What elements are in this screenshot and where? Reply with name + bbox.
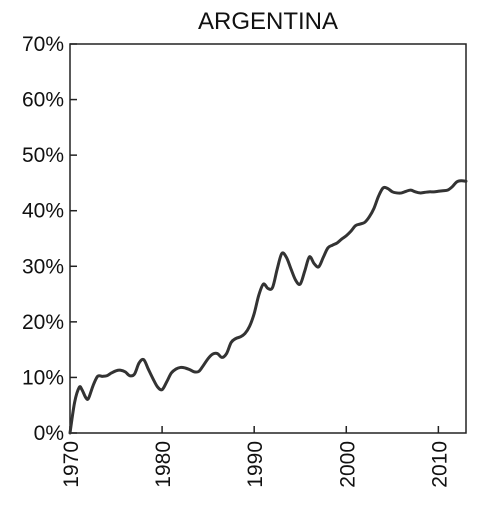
y-tick-label: 0% [34, 422, 64, 445]
x-tick-label: 2000 [336, 441, 359, 488]
y-tick-label: 40% [22, 200, 64, 223]
y-tick-label: 30% [22, 255, 64, 278]
series-line-0 [68, 179, 468, 435]
y-tick-label: 10% [22, 366, 64, 389]
x-tick-label: 1970 [60, 441, 83, 488]
y-tick-label: 70% [22, 33, 64, 56]
series-layer [68, 179, 468, 435]
y-tick-label: 50% [22, 144, 64, 167]
y-tick-label: 20% [22, 311, 64, 334]
x-tick-label: 1990 [244, 441, 267, 488]
axes [69, 43, 467, 434]
chart-title: ARGENTINA [198, 8, 338, 35]
x-tick-label: 1980 [152, 441, 175, 488]
y-tick-label: 60% [22, 89, 64, 112]
x-tick-label: 2010 [428, 441, 451, 488]
tick-labels: 0% 10% 20% 30% 40% 50% 60% 70% 1970 1980 1990 2000 2… [22, 33, 451, 488]
plot-frame [69, 43, 467, 434]
